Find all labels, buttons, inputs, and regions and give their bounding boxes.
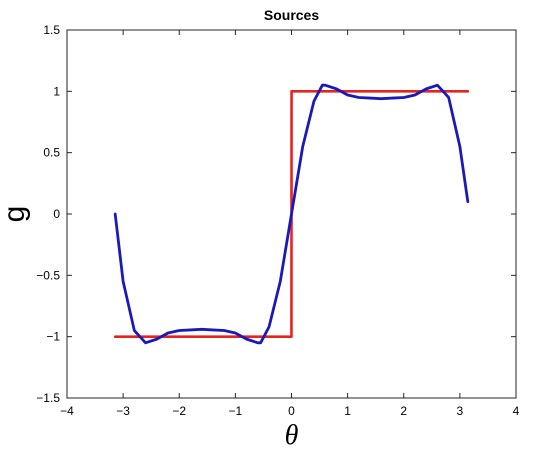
x-tick-label: 2 — [400, 404, 407, 418]
x-tick-label: 0 — [288, 404, 295, 418]
x-tick-label: −4 — [60, 404, 74, 418]
chart-title: Sources — [264, 7, 319, 23]
series-layer — [113, 83, 470, 345]
x-tick-label: −1 — [229, 404, 243, 418]
y-tick-label: 0 — [53, 207, 60, 221]
y-tick-label: 1 — [53, 84, 60, 98]
y-tick-label: −1 — [46, 330, 60, 344]
x-tick-label: 3 — [457, 404, 464, 418]
y-axis-label: g — [0, 206, 31, 223]
plot-frame — [66, 29, 517, 399]
x-tick-label: 4 — [513, 404, 520, 418]
x-tick-label: −3 — [116, 404, 130, 418]
ticks-layer: −4 −3 −2 −1 0 1 2 3 4 −1.5 −1 −0.5 0 0.5 1 1.5 — [36, 23, 519, 418]
y-tick-label: 1.5 — [43, 23, 60, 37]
series-line-blue — [113, 83, 470, 345]
x-tick-label: 1 — [344, 404, 351, 418]
y-tick-label: −1.5 — [36, 391, 60, 405]
x-tick-label: −2 — [172, 404, 186, 418]
x-axis-label: θ — [285, 420, 299, 451]
y-tick-label: −0.5 — [36, 268, 60, 282]
y-tick-label: 0.5 — [43, 146, 60, 160]
